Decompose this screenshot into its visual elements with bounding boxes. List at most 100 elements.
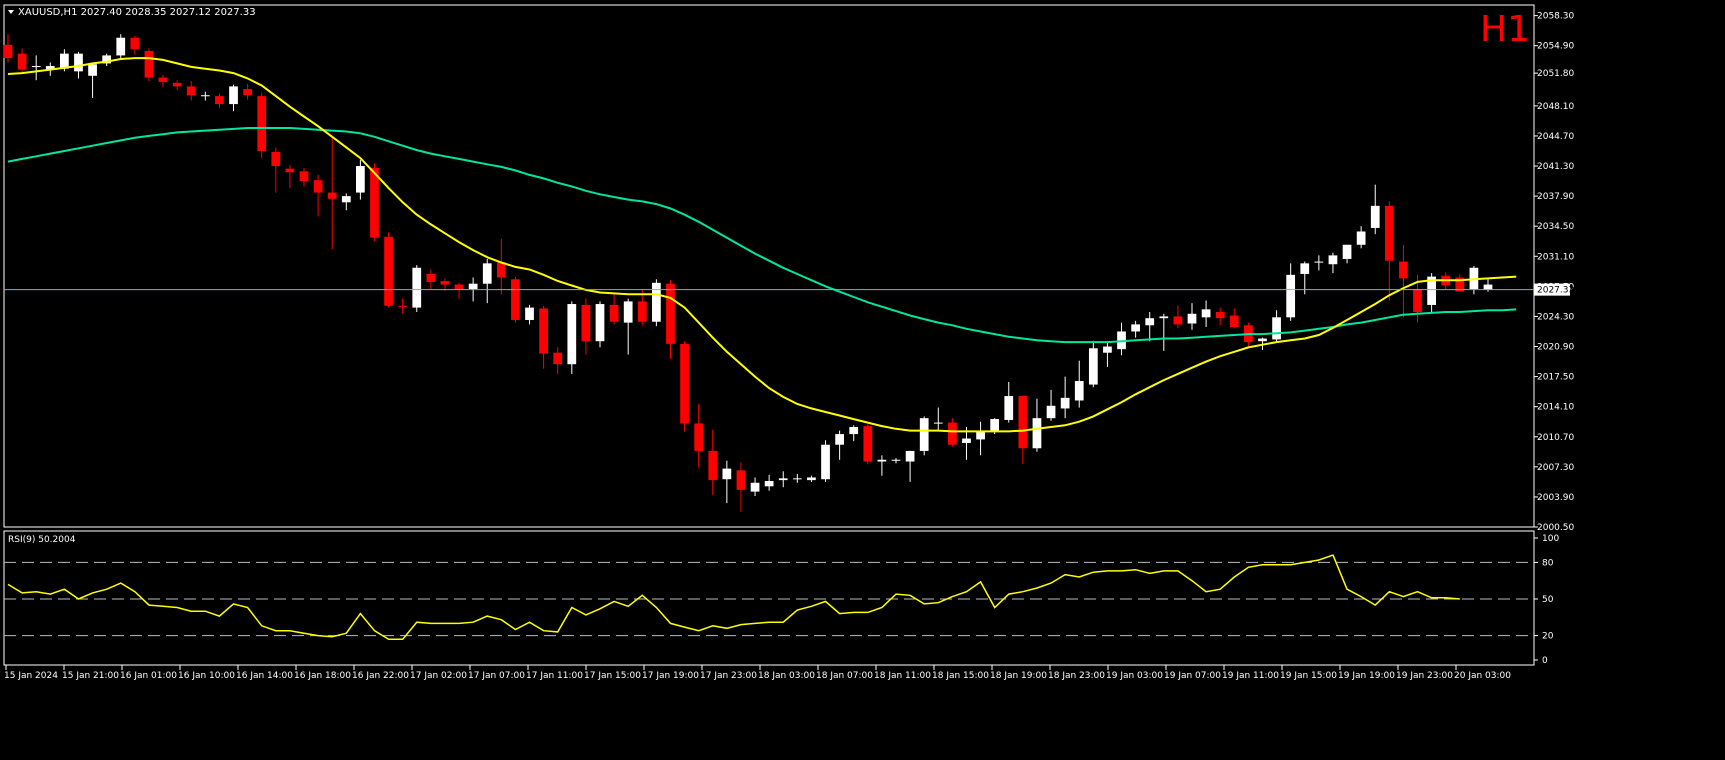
chart-header: XAUUSD,H1 2027.40 2028.35 2027.12 2027.3… (8, 7, 1530, 50)
rsi-tick-label: 80 (1542, 558, 1554, 568)
rsi-levels (4, 561, 1534, 637)
candle-body (313, 180, 323, 193)
candle-body (440, 281, 450, 285)
candle-body (1201, 309, 1211, 318)
time-tick-label: 16 Jan 10:00 (178, 671, 235, 681)
candle-body (680, 343, 689, 424)
candle-body (849, 427, 859, 435)
candle-body (792, 478, 802, 480)
time-tick-label: 17 Jan 02:00 (410, 671, 467, 681)
candle-body (1173, 316, 1183, 325)
candle-body (764, 480, 774, 487)
price-tick-label: 2007.30 (1537, 463, 1574, 473)
candle-body (948, 422, 957, 445)
price-tick-label: 2054.90 (1537, 42, 1574, 52)
candle-body (285, 168, 295, 173)
candle-body (1328, 255, 1338, 265)
price-pane[interactable] (3, 4, 1535, 528)
candle-body (1413, 289, 1422, 313)
candle-body (919, 418, 929, 451)
candle-body (1229, 315, 1239, 328)
time-tick-label: 18 Jan 23:00 (1048, 671, 1105, 681)
rsi-tick-label: 0 (1542, 656, 1548, 666)
time-tick-label: 18 Jan 07:00 (816, 671, 873, 681)
price-tick-label: 2031.10 (1537, 252, 1574, 262)
price-tick-label: 2000.50 (1537, 523, 1574, 533)
candle-body (1483, 284, 1493, 290)
candle-body (1018, 396, 1028, 449)
time-tick-label: 19 Jan 19:00 (1338, 671, 1395, 681)
candle-body (1342, 244, 1352, 259)
price-tick-label: 2034.50 (1537, 222, 1574, 232)
candle-body (1370, 205, 1380, 228)
price-tick-label: 2044.70 (1537, 132, 1574, 142)
candle-body (1088, 348, 1098, 385)
rsi-tick-label: 20 (1542, 632, 1554, 642)
candle-body (186, 86, 196, 96)
time-tick-label: 17 Jan 23:00 (700, 671, 757, 681)
rsi-pane[interactable]: RSI(9) 50.2004 (3, 530, 1535, 666)
candle-body (130, 37, 140, 50)
price-axis: 2058.30 2054.90 2051.80 2048.10 2044.70 2041.… (1534, 12, 1574, 533)
candle-body (1187, 313, 1197, 324)
candle-body (496, 262, 506, 278)
price-tick-label: 2017.50 (1537, 373, 1574, 383)
candle-body (412, 267, 422, 308)
candle-body (1455, 277, 1465, 292)
time-tick-label: 19 Jan 07:00 (1164, 671, 1221, 681)
candle-body (1215, 312, 1225, 319)
candle-body (863, 426, 873, 462)
time-tick-label: 17 Jan 15:00 (584, 671, 641, 681)
candle-body (722, 468, 732, 480)
time-axis: 15 Jan 2024 15 Jan 21:00 16 Jan 01:00 16 Ja… (4, 665, 1511, 681)
time-tick-label: 17 Jan 07:00 (468, 671, 525, 681)
candle-body (905, 450, 915, 462)
candle-body (271, 151, 281, 167)
candle-body (976, 430, 985, 440)
price-tick-label: 2051.80 (1537, 69, 1574, 79)
time-tick-label: 18 Jan 19:00 (990, 671, 1047, 681)
price-tick-label: 2003.90 (1537, 493, 1574, 503)
candle-body (877, 459, 887, 462)
time-tick-label: 16 Jan 18:00 (294, 671, 351, 681)
candle-body (88, 64, 97, 76)
candle-body (356, 166, 365, 193)
candle-body (426, 273, 436, 282)
time-tick-label: 16 Jan 22:00 (352, 671, 409, 681)
candle-body (229, 86, 238, 105)
candle-body (1145, 318, 1155, 326)
candle-body (652, 282, 661, 322)
candle-body (553, 352, 563, 365)
candle-body (962, 438, 971, 443)
candle-body (525, 307, 534, 320)
candle-body (341, 196, 351, 203)
candle-body (609, 304, 619, 322)
candle-body (200, 95, 210, 97)
price-tick-label: 2010.70 (1537, 433, 1574, 443)
ma-fast-line (7, 57, 1517, 433)
candle-body (1300, 263, 1310, 274)
candle-body (398, 305, 408, 307)
candle-body (144, 51, 154, 78)
candle-body (891, 459, 901, 461)
candle-body (595, 304, 605, 342)
candle-body (807, 477, 816, 481)
rsi-tick-label: 50 (1542, 595, 1554, 605)
candle-body (933, 422, 943, 424)
candle-body (1286, 274, 1296, 318)
candle-body (482, 263, 492, 284)
time-tick-label: 16 Jan 14:00 (236, 671, 293, 681)
time-tick-label: 19 Jan 11:00 (1222, 671, 1279, 681)
price-tick-label: 2037.90 (1537, 192, 1574, 202)
timeframe-badge: H1 (1480, 9, 1530, 50)
candle-body (74, 53, 83, 72)
price-tick-label: 2014.10 (1537, 403, 1574, 413)
candle-body (257, 96, 267, 151)
candle-body (116, 37, 126, 56)
candle-body (750, 482, 760, 492)
time-tick-label: 20 Jan 03:00 (1454, 671, 1511, 681)
rsi-title: RSI(9) 50.2004 (8, 535, 76, 545)
candle-body (623, 301, 633, 323)
candle-body (990, 419, 1000, 432)
